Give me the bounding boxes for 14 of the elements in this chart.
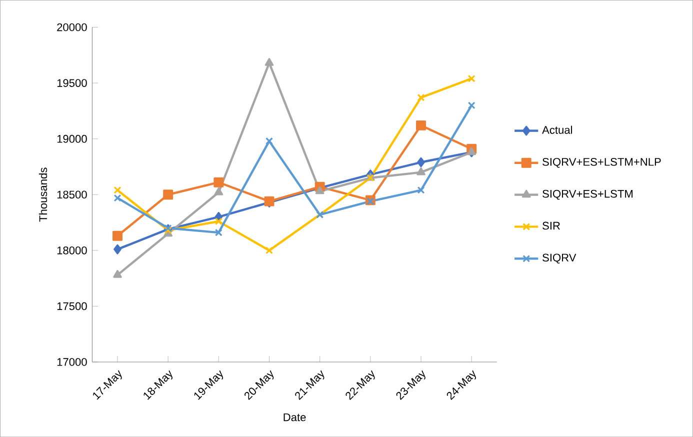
y-tick-label: 17500 — [57, 302, 87, 310]
y-tick-label: 17000 — [57, 358, 87, 366]
x-axis-title: Date — [284, 413, 306, 422]
legend-label: SIQRV+ES+LSTM+NLP — [542, 158, 661, 168]
y-tick-label: 19500 — [57, 79, 87, 87]
y-axis-title: Thousands — [38, 168, 48, 222]
y-tick-label: 18000 — [57, 246, 87, 254]
legend-label: SIQRV — [542, 254, 576, 264]
legend-label: SIR — [542, 222, 560, 230]
y-tick-label: 20000 — [57, 23, 87, 32]
legend-label: Actual — [542, 126, 572, 134]
legend-label: SIQRV+ES+LSTM — [542, 190, 633, 200]
y-tick-label: 18500 — [57, 190, 87, 198]
y-tick-label: 19000 — [57, 134, 87, 143]
